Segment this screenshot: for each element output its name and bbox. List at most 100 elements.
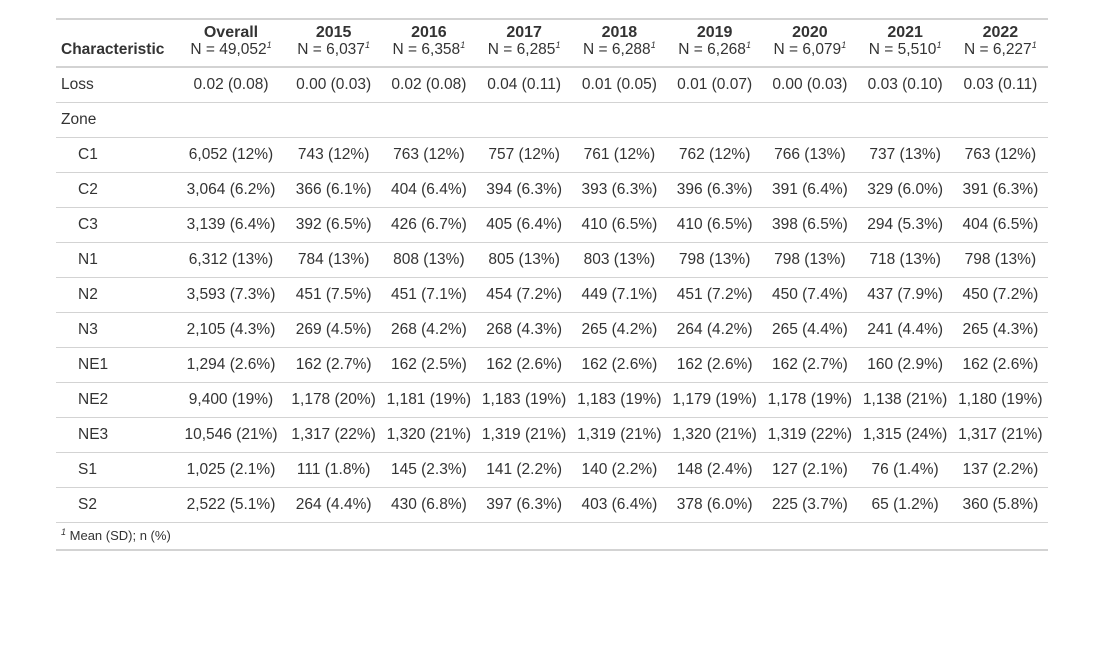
column-header-8: 2022 N = 6,2271 bbox=[953, 19, 1048, 67]
table-cell: 162 (2.5%) bbox=[390, 355, 467, 373]
table-cell: 225 (3.7%) bbox=[771, 495, 848, 513]
table-cell: 0.02 (0.08) bbox=[193, 75, 269, 93]
table-cell: 404 (6.5%) bbox=[962, 215, 1039, 233]
column-header-0: Overall N = 49,0521 bbox=[176, 19, 286, 67]
table-cell: 162 (2.7%) bbox=[771, 355, 848, 373]
column-n-label: N = 6,0371 bbox=[286, 40, 381, 59]
column-n-label: N = 49,0521 bbox=[176, 41, 286, 59]
table-row: S2 2,522 (5.1%) 264 (4.4%) 430 (6.8%) 397 (6… bbox=[56, 487, 1048, 522]
table-cell: 784 (13%) bbox=[297, 250, 370, 268]
table-cell: 111 (1.8%) bbox=[296, 460, 371, 478]
column-n-value: N = 6,285 bbox=[487, 41, 556, 58]
column-title: 2022 bbox=[982, 24, 1019, 41]
table-cell: 803 (13%) bbox=[583, 250, 656, 268]
table-cell: 127 (2.1%) bbox=[771, 460, 848, 478]
column-header-7: 2021 N = 5,5101 bbox=[858, 19, 953, 67]
table-cell: 405 (6.4%) bbox=[486, 215, 563, 233]
table-cell: 450 (7.4%) bbox=[771, 285, 848, 303]
table-cell: 0.01 (0.07) bbox=[677, 75, 753, 93]
table-row: C2 3,064 (6.2%) 366 (6.1%) 404 (6.4%) 394 (6… bbox=[56, 172, 1048, 207]
table-cell: 6,312 (13%) bbox=[188, 250, 274, 268]
footnote-marker: 1 bbox=[1031, 40, 1037, 50]
table-cell bbox=[953, 102, 1048, 137]
table-cell: 2,522 (5.1%) bbox=[186, 495, 276, 513]
table-cell: 761 (12%) bbox=[583, 145, 656, 163]
characteristic-header: Characteristic bbox=[61, 41, 165, 58]
row-label: NE2 bbox=[78, 390, 109, 408]
footnote-marker: 1 bbox=[61, 527, 67, 537]
table-cell: 1,181 (19%) bbox=[386, 390, 472, 408]
table-cell: 0.03 (0.11) bbox=[963, 75, 1038, 93]
column-title: 2018 bbox=[601, 24, 638, 41]
table-header-row: Characteristic Overall N = 49,0521 2015 N =… bbox=[56, 19, 1048, 67]
footnote-marker: 1 bbox=[364, 40, 370, 50]
table-cell: 763 (12%) bbox=[393, 145, 465, 163]
table-cell: 3,139 (6.4%) bbox=[186, 215, 276, 233]
table-cell: 268 (4.3%) bbox=[486, 320, 563, 338]
table-cell: 1,025 (2.1%) bbox=[186, 460, 276, 478]
table-cell bbox=[286, 102, 381, 137]
table-cell: 241 (4.4%) bbox=[867, 320, 944, 338]
column-n-label: N = 6,0791 bbox=[762, 41, 857, 59]
table-cell: 1,319 (21%) bbox=[481, 425, 567, 443]
table-cell: 737 (13%) bbox=[869, 145, 941, 163]
table-cell: 1,315 (24%) bbox=[862, 425, 948, 443]
table-cell: 141 (2.2%) bbox=[486, 460, 563, 478]
table-cell: 763 (12%) bbox=[964, 145, 1037, 163]
table-cell: 798 (13%) bbox=[964, 250, 1037, 268]
row-label: S1 bbox=[78, 460, 97, 478]
row-label: Loss bbox=[61, 75, 94, 93]
table-cell: 766 (13%) bbox=[774, 145, 846, 163]
table-row: Zone bbox=[56, 102, 1048, 137]
column-n-value: N = 49,052 bbox=[190, 41, 267, 58]
table-cell bbox=[667, 102, 762, 137]
table-cell: 6,052 (12%) bbox=[188, 145, 274, 163]
column-n-value: N = 6,037 bbox=[297, 41, 365, 58]
table-row: C3 3,139 (6.4%) 392 (6.5%) 426 (6.7%) 405 (6… bbox=[56, 207, 1048, 242]
table-cell: 148 (2.4%) bbox=[676, 460, 753, 478]
table-row: S1 1,025 (2.1%) 111 (1.8%) 145 (2.3%) 141 (2… bbox=[56, 452, 1048, 487]
table-cell: 410 (6.5%) bbox=[676, 215, 753, 233]
table-cell bbox=[572, 102, 667, 137]
table-cell: 391 (6.4%) bbox=[771, 180, 848, 198]
row-label: C2 bbox=[78, 180, 98, 198]
footnote-text: Mean (SD); n (%) bbox=[69, 528, 171, 543]
table-cell: 718 (13%) bbox=[869, 250, 941, 268]
table-cell: 798 (13%) bbox=[678, 250, 751, 268]
row-label: C3 bbox=[78, 215, 98, 233]
column-n-label: N = 6,2881 bbox=[572, 41, 667, 59]
table-cell: 403 (6.4%) bbox=[581, 495, 658, 513]
column-header-2: 2016 N = 6,3581 bbox=[381, 19, 476, 67]
column-n-label: N = 6,2681 bbox=[667, 41, 762, 59]
table-cell: 391 (6.3%) bbox=[962, 180, 1039, 198]
row-label: C1 bbox=[78, 145, 98, 163]
row-label: NE3 bbox=[78, 425, 109, 443]
column-n-label: N = 5,5101 bbox=[858, 41, 953, 59]
table-cell: 798 (13%) bbox=[774, 250, 846, 268]
column-title: 2019 bbox=[696, 24, 733, 41]
table-body: Loss 0.02 (0.08) 0.00 (0.03) 0.02 (0.08) 0.0… bbox=[56, 67, 1048, 522]
table-cell: 1,319 (22%) bbox=[767, 425, 853, 443]
column-title: 2021 bbox=[887, 24, 923, 41]
table-cell: 454 (7.2%) bbox=[486, 285, 563, 303]
table-cell: 805 (13%) bbox=[488, 250, 560, 268]
table-cell: 1,319 (21%) bbox=[577, 425, 662, 443]
table-cell: 1,317 (21%) bbox=[958, 425, 1043, 443]
table-row: Loss 0.02 (0.08) 0.00 (0.03) 0.02 (0.08) 0.0… bbox=[56, 67, 1048, 102]
summary-table-container: Characteristic Overall N = 49,0521 2015 N =… bbox=[56, 18, 1048, 551]
column-header-6: 2020 N = 6,0791 bbox=[762, 19, 857, 67]
row-label: N3 bbox=[78, 320, 98, 338]
table-cell: 3,064 (6.2%) bbox=[186, 180, 276, 198]
table-cell: 162 (2.7%) bbox=[295, 355, 372, 373]
table-cell: 269 (4.5%) bbox=[295, 320, 372, 338]
column-n-value: N = 6,288 bbox=[583, 41, 651, 58]
table-cell: 762 (12%) bbox=[678, 145, 751, 163]
table-cell: 162 (2.6%) bbox=[676, 355, 753, 373]
table-cell: 162 (2.6%) bbox=[486, 355, 563, 373]
column-header-3: 2017 N = 6,2851 bbox=[477, 19, 572, 67]
column-title: 2016 bbox=[411, 24, 447, 41]
table-cell: 0.03 (0.10) bbox=[867, 75, 943, 93]
column-n-value: N = 6,358 bbox=[392, 41, 461, 58]
table-cell: 264 (4.4%) bbox=[295, 495, 372, 513]
column-n-value: N = 6,079 bbox=[773, 41, 842, 58]
